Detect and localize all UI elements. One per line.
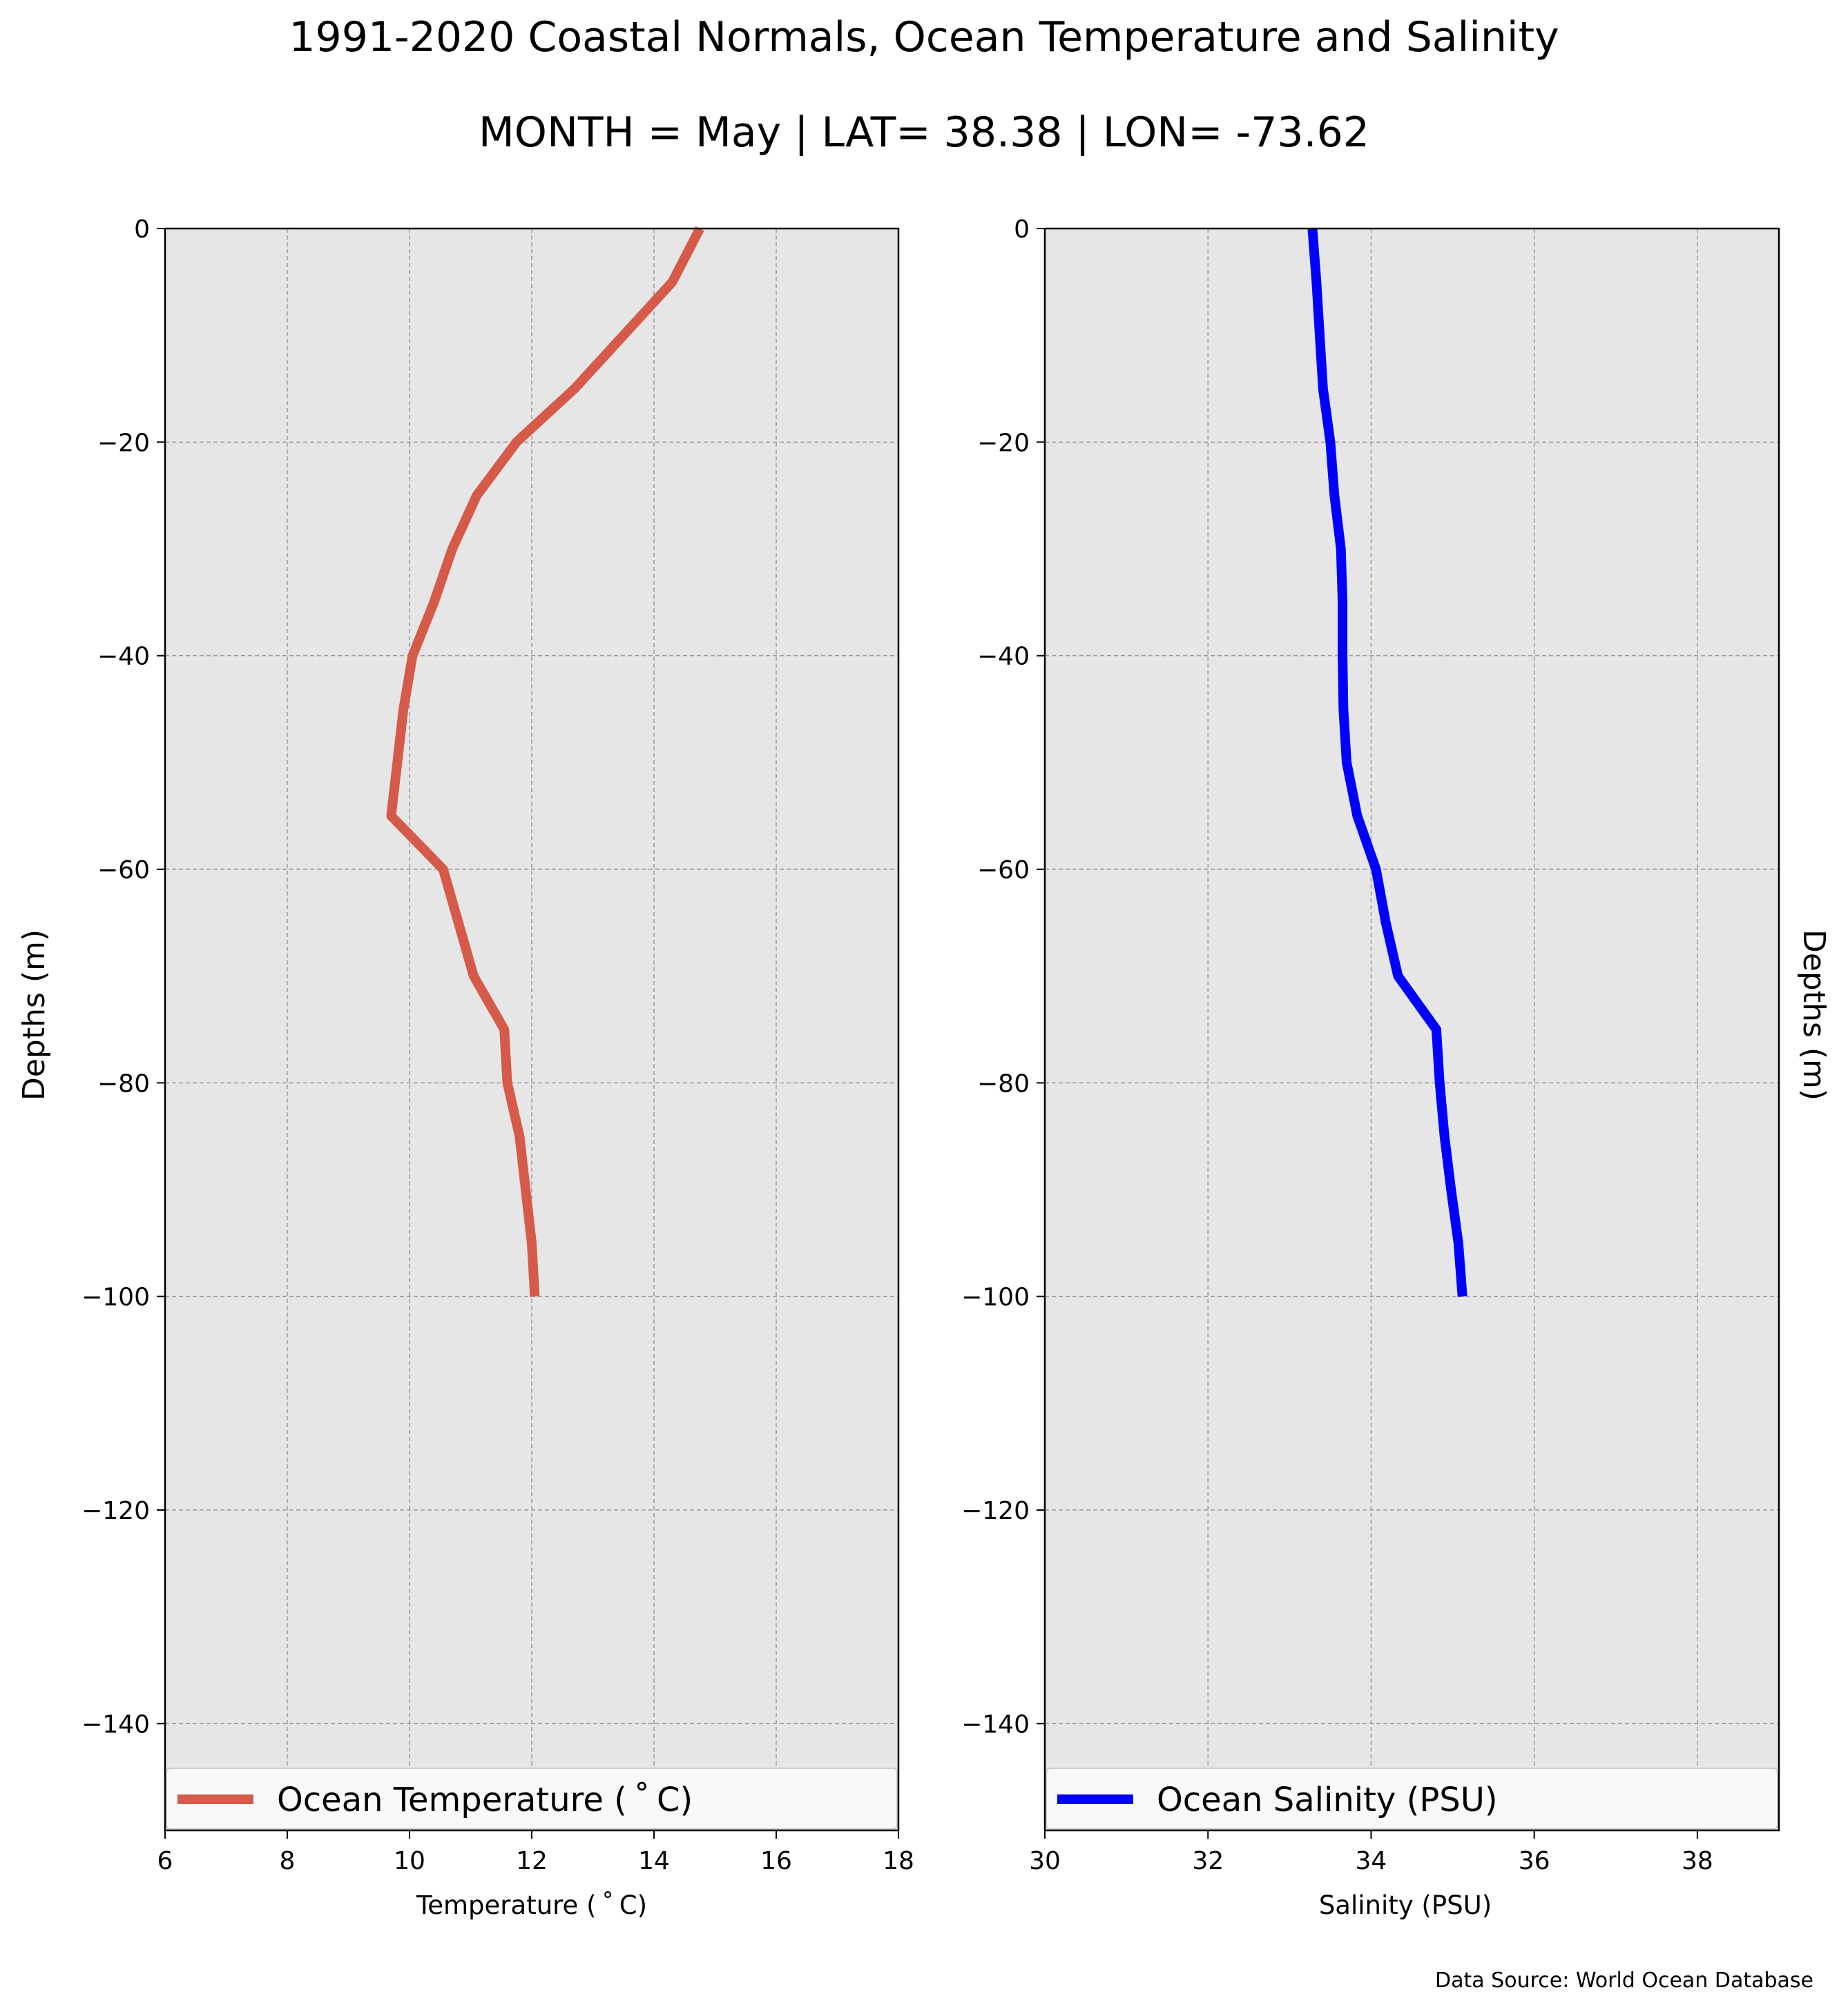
temperature-x-tick-label: 6 — [157, 1847, 173, 1875]
temperature-x-tick-label: 16 — [760, 1847, 792, 1875]
temperature-x-tick-label: 18 — [883, 1847, 914, 1875]
temperature-y-tick-label: 0 — [134, 215, 150, 244]
temperature-legend-label: Ocean Temperature ( ˚ C) — [277, 1781, 693, 1819]
salinity-x-tick-label: 36 — [1519, 1847, 1550, 1875]
temperature-y-tick-label: −100 — [81, 1284, 150, 1312]
temperature-x-axis-label: Temperature ( ˚ C) — [416, 1890, 647, 1920]
temperature-y-tick-label: −140 — [81, 1710, 150, 1739]
salinity-legend-label: Ocean Salinity (PSU) — [1157, 1781, 1498, 1819]
salinity-x-tick-label: 34 — [1356, 1847, 1387, 1875]
salinity-legend — [1046, 1768, 1778, 1830]
temperature-series-line — [386, 226, 704, 1297]
salinity-x-axis-label: Salinity (PSU) — [1319, 1890, 1492, 1920]
temperature-legend — [166, 1768, 898, 1830]
salinity-x-tick-label: 38 — [1682, 1847, 1713, 1875]
chart-subtitle: MONTH = May | LAT= 38.38 | LON= -73.62 — [479, 108, 1369, 157]
temperature-x-tick-label: 12 — [516, 1847, 548, 1875]
temperature-y-axis-label: Depths (m) — [17, 929, 52, 1101]
chart-title: 1991-2020 Coastal Normals, Ocean Tempera… — [289, 13, 1559, 61]
salinity-y-tick-label: −60 — [977, 856, 1030, 884]
salinity-plot-area — [1045, 229, 1779, 1830]
salinity-series-line — [1307, 228, 1467, 1297]
salinity-x-tick-label: 32 — [1192, 1847, 1224, 1875]
temperature-y-tick-label: −20 — [97, 429, 150, 457]
salinity-y-tick-label: −140 — [961, 1710, 1030, 1739]
data-source-note: Data Source: World Ocean Database — [1435, 1968, 1813, 1993]
temperature-y-tick-label: −120 — [81, 1497, 150, 1525]
salinity-y-tick-label: 0 — [1014, 215, 1030, 244]
salinity-y-tick-label: −100 — [961, 1284, 1030, 1312]
salinity-axes-frame — [1043, 227, 1780, 1832]
temperature-x-tick-label: 14 — [638, 1847, 670, 1875]
salinity-y-axis-label: Depths (m) — [1796, 929, 1831, 1101]
temperature-y-tick-label: −60 — [97, 856, 150, 884]
salinity-y-tick-label: −40 — [977, 643, 1030, 671]
temperature-y-tick-label: −40 — [97, 643, 150, 671]
salinity-panel: 30 32 34 36 38 0 −20 −40 −60 −80 −100 −120 −140 Ocean… — [961, 215, 1780, 1875]
temperature-x-tick-label: 8 — [280, 1847, 296, 1875]
salinity-y-tick-label: −20 — [977, 429, 1030, 457]
salinity-y-tick-label: −120 — [961, 1497, 1030, 1525]
salinity-x-tick-label: 30 — [1029, 1847, 1061, 1875]
salinity-y-tick-label: −80 — [977, 1070, 1030, 1098]
temperature-axes-frame — [164, 227, 900, 1832]
temperature-y-tick-label: −80 — [97, 1070, 150, 1098]
temperature-panel: 6 8 10 12 14 16 18 0 −20 −40 −60 −80 −100 −120 −140 Oce… — [81, 215, 914, 1875]
temperature-x-tick-label: 10 — [394, 1847, 425, 1875]
